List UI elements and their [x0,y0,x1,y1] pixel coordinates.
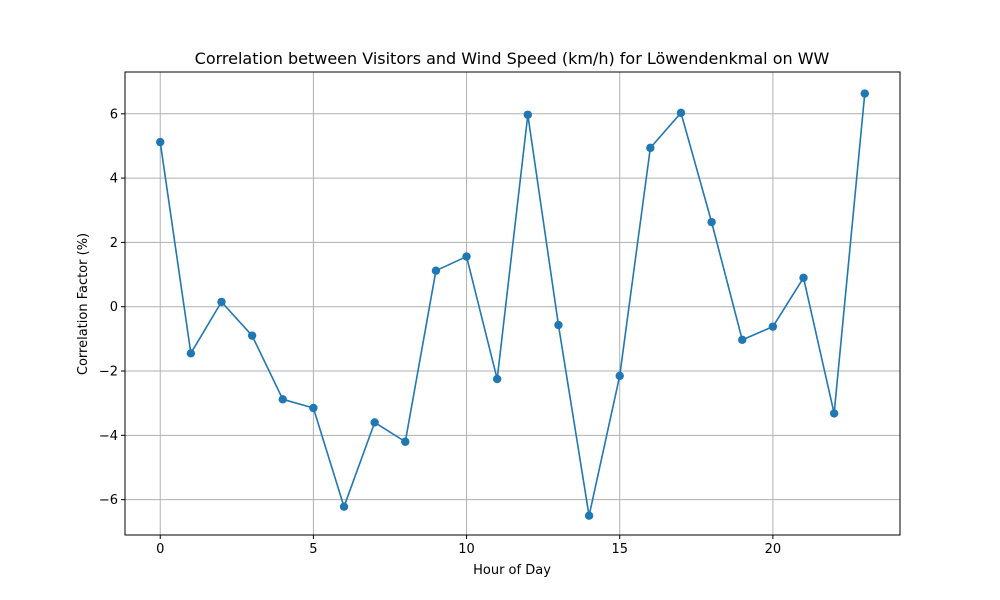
data-point [492,374,502,384]
y-tick-label: −6 [99,493,118,508]
data-point [646,143,655,153]
series-line [159,93,866,517]
y-tick-label: 4 [110,172,118,187]
chart-title: Correlation between Visitors and Wind Sp… [195,49,830,68]
data-point [615,371,624,381]
data-point [768,322,778,331]
plot-area-frame [124,71,901,536]
y-tick-label: −4 [99,429,118,444]
data-point [707,217,716,227]
data-point [186,349,196,358]
data-point [370,418,379,427]
y-tick-label: 2 [110,236,118,251]
data-point [431,266,441,275]
y-tick-label: −2 [99,365,118,380]
data-point [217,297,226,307]
x-tick-label: 20 [765,542,782,557]
x-axis-label: Hour of Day [473,563,551,578]
y-axis-ticks: −6 −4 −2 0 2 4 6 [99,107,125,508]
data-point [799,273,808,282]
y-tick-label: 6 [110,107,118,122]
x-axis-ticks: 0 5 10 15 20 [156,535,781,557]
data-point [247,331,257,340]
data-point [156,137,165,147]
x-tick-label: 0 [156,542,164,557]
x-tick-label: 10 [458,542,475,557]
data-point [523,110,533,119]
data-point [676,108,686,118]
data-point [584,511,594,520]
data-point [401,437,410,446]
x-tick-label: 5 [309,542,317,557]
data-point [339,502,349,511]
series-correlation [156,89,869,520]
data-point [462,252,471,261]
data-point [278,395,287,404]
data-point [554,320,563,330]
data-point [829,409,839,418]
data-point [738,335,747,345]
grid [125,72,900,535]
y-tick-label: 0 [110,300,118,315]
y-axis-label: Correlation Factor (%) [76,233,91,375]
x-tick-label: 15 [611,542,628,557]
data-point [309,403,318,413]
data-point [860,89,869,98]
